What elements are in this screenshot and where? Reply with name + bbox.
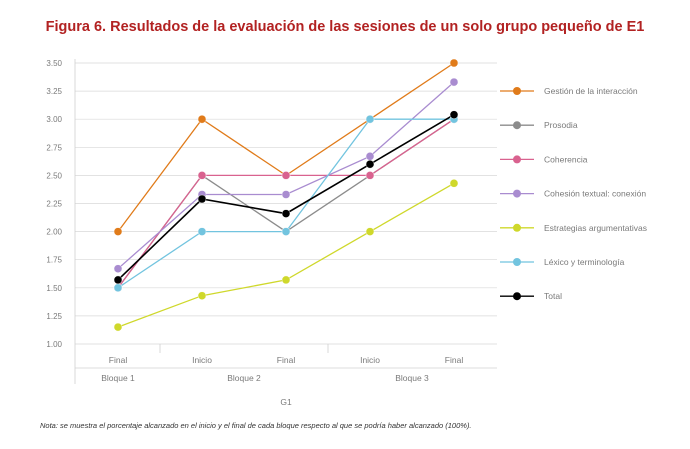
y-tick-label: 2.00 [46,228,62,237]
x-tick-label: Final [109,355,128,365]
data-point [365,171,375,180]
y-tick-label: 1.75 [46,256,62,265]
data-point [197,114,207,124]
legend-marker [513,87,521,95]
legend-label: Estrategias argumentativas [544,223,647,233]
y-tick-label: 3.00 [46,115,62,124]
y-tick-label: 2.25 [46,200,62,209]
data-point [281,227,291,236]
data-point [281,275,291,285]
y-tick-label: 1.50 [46,284,62,293]
axes: 1.00 1.25 1.50 1.75 2.00 2.25 2.50 2.75 3.00 3.25… [46,59,497,384]
data-point [449,58,459,68]
data-point [449,110,459,119]
x-axis-title: G1 [280,397,292,407]
legend-marker [513,155,521,164]
x-tick-label: Inicio [360,355,380,365]
y-tick-label: 2.75 [46,143,62,152]
data-point [113,227,123,236]
y-tick-label: 3.25 [46,87,62,96]
data-point [281,171,291,180]
y-tick-label: 1.00 [46,340,62,349]
legend-marker [513,189,521,198]
data-point [197,171,207,180]
legend-marker [513,292,521,301]
data-point [449,77,459,87]
group-label: Bloque 1 [101,373,135,383]
group-label: Bloque 3 [395,373,429,383]
legend-label: Coherencia [544,154,588,164]
legend: Gestión de la interacción Prosodia Coheren… [500,86,647,301]
data-point [365,159,375,169]
legend-marker [513,121,521,130]
data-point [113,275,123,285]
y-tick-label: 2.50 [46,171,62,180]
legend-marker [513,258,521,266]
data-point [365,227,375,236]
y-tick-label: 3.50 [46,59,62,68]
data-point [197,227,207,236]
data-point [113,283,123,292]
data-point [197,291,207,300]
group-label: Bloque 2 [227,373,261,383]
x-tick-label: Inicio [192,355,212,365]
chart-title: Figura 6. Resultados de la evaluación de… [46,19,645,35]
x-tick-label: Final [277,355,296,365]
series-lines [113,58,459,332]
legend-label: Gestión de la interacción [544,86,638,96]
data-point [449,179,459,188]
data-point [365,152,375,161]
data-point [281,190,291,199]
legend-label: Léxico y terminología [544,257,625,267]
legend-label: Total [544,291,562,301]
data-point [197,194,207,204]
data-point [113,264,123,273]
series-line [117,182,455,328]
legend-label: Cohesión textual: conexión [544,189,646,199]
data-point [365,114,375,124]
footnote: Nota: se muestra el porcentaje alcanzado… [40,421,472,430]
data-point [113,322,123,332]
legend-marker [513,223,521,232]
legend-label: Prosodia [544,120,578,130]
data-point [281,209,291,218]
x-tick-label: Final [445,355,464,365]
y-tick-label: 1.25 [46,312,62,321]
